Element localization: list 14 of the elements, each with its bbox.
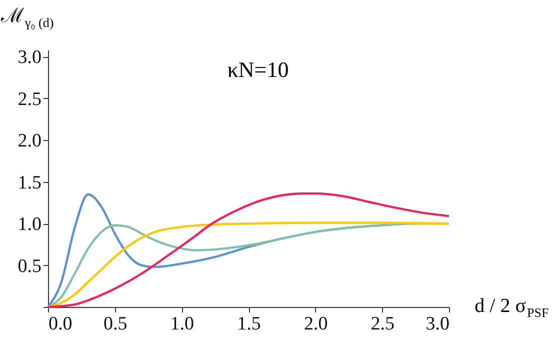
y-tick-label: 1.0 xyxy=(18,214,42,236)
y-tick-label: 3.0 xyxy=(18,47,42,68)
y-tick-label: 2.5 xyxy=(18,88,42,110)
y-tick-label: 0.5 xyxy=(18,256,42,277)
x-tick-label: 1.0 xyxy=(170,314,194,334)
x-tick-label: 0.0 xyxy=(48,314,72,334)
x-tick-label: 3.0 xyxy=(426,314,450,334)
y-tick-label: 1.5 xyxy=(18,172,42,194)
y-tick-label: 2.0 xyxy=(18,130,42,152)
chart-title: κN=10 xyxy=(227,57,289,82)
x-tick-label: 2.5 xyxy=(370,314,395,334)
x-tick-label: 0.5 xyxy=(103,314,128,334)
x-tick-label: 1.5 xyxy=(237,314,261,334)
x-tick-label: 2.0 xyxy=(304,314,328,334)
